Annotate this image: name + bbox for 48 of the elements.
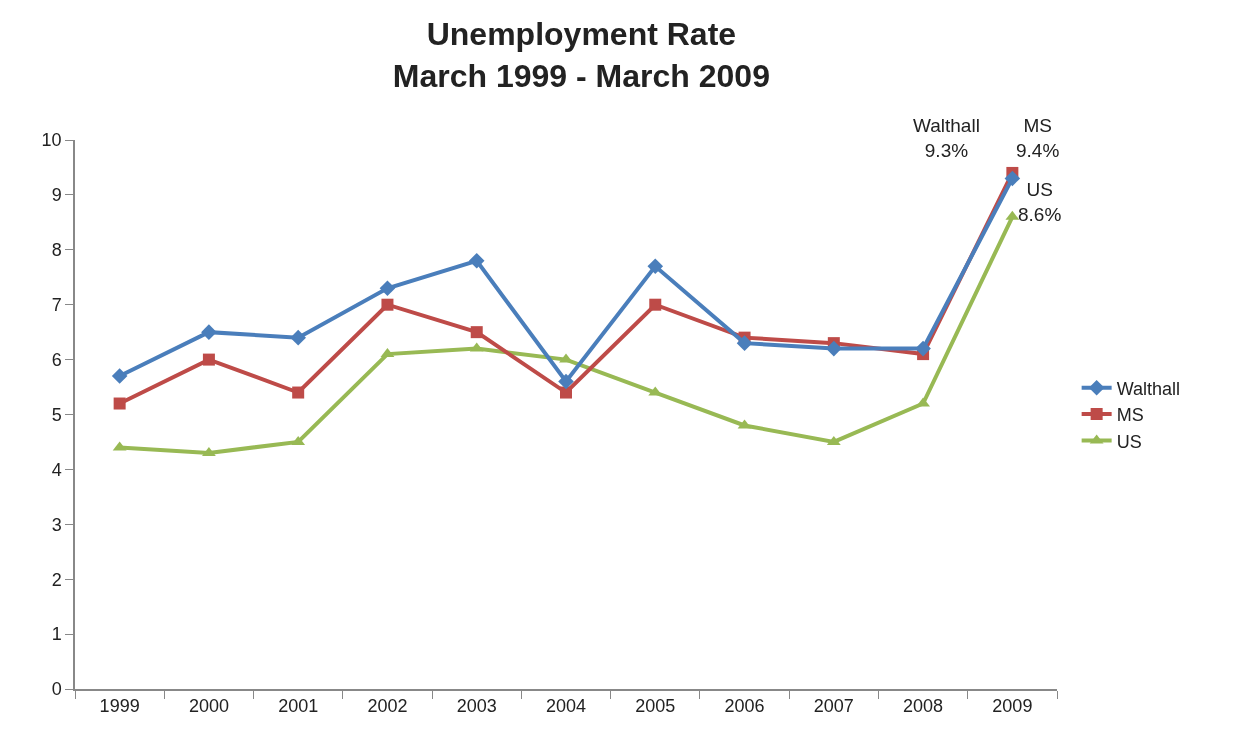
x-tick-label: 2006 <box>724 696 765 717</box>
point <box>468 252 485 269</box>
x-tick-label: 2004 <box>545 696 587 717</box>
x-tick-label: 1999 <box>99 696 140 717</box>
y-tick-label: 9 <box>51 185 62 206</box>
chart-title: Unemployment Rate March 1999 - March 2009 <box>392 15 770 94</box>
x-tick-label: 2003 <box>456 696 497 717</box>
point <box>113 397 126 410</box>
point <box>201 324 217 340</box>
y-tick-label: 5 <box>51 404 62 425</box>
point <box>915 340 931 357</box>
annotation: MS 9.4% <box>1016 115 1060 161</box>
x-tick-label: 2008 <box>903 696 944 717</box>
legend-label: MS <box>1116 405 1144 426</box>
legend-label: US <box>1116 431 1142 452</box>
point <box>470 326 483 339</box>
point <box>647 258 664 275</box>
y-tick-label: 3 <box>51 514 62 535</box>
y-tick-label: 1 <box>51 624 62 645</box>
x-tick-label: 2001 <box>278 696 319 717</box>
point <box>736 335 753 351</box>
point <box>381 298 394 311</box>
point <box>558 373 574 390</box>
point <box>559 353 573 363</box>
y-tick-label: 8 <box>51 240 62 261</box>
point <box>379 280 396 297</box>
y-tick-label: 7 <box>51 295 62 315</box>
point <box>1004 170 1021 187</box>
annotation: Walthall 9.3% <box>913 115 980 161</box>
point <box>202 353 215 366</box>
annotation: US 8.6% <box>1018 179 1062 225</box>
point <box>560 386 572 399</box>
point <box>111 368 128 384</box>
x-tick-label: 2000 <box>188 696 229 717</box>
x-tick-label: 2005 <box>635 696 676 717</box>
point <box>292 386 305 399</box>
y-tick-label: 10 <box>41 130 62 151</box>
point <box>826 340 842 357</box>
legend-label: Walthall <box>1116 378 1180 399</box>
y-tick-label: 2 <box>51 569 62 590</box>
y-tick-label: 6 <box>51 349 62 370</box>
y-tick-label: 4 <box>51 459 62 480</box>
point <box>649 298 662 311</box>
x-tick-label: 2007 <box>813 696 854 717</box>
point <box>290 329 306 346</box>
x-tick-label: 2002 <box>367 696 408 717</box>
y-tick-label: 0 <box>51 679 62 700</box>
x-tick-label: 2009 <box>992 696 1033 717</box>
